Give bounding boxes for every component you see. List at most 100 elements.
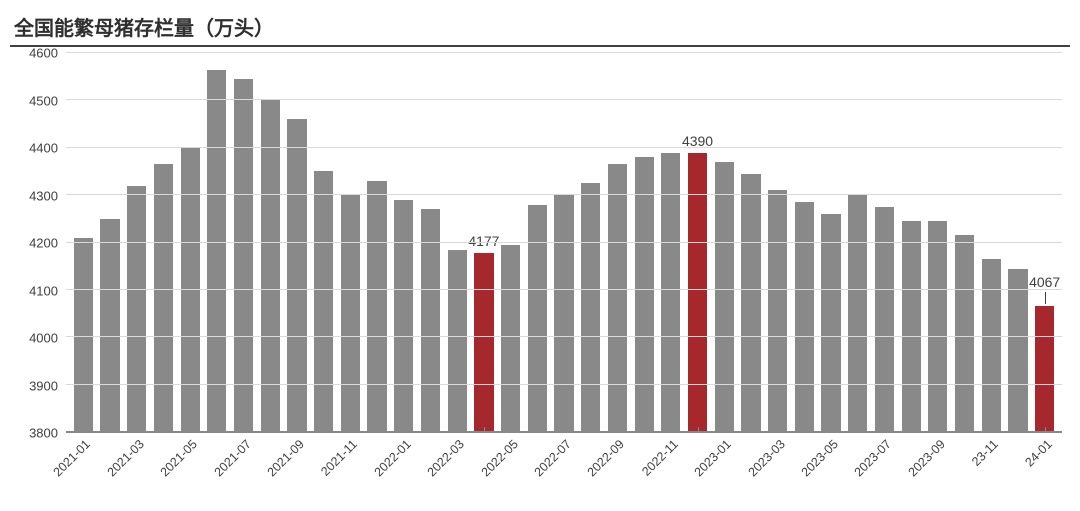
bar — [341, 195, 360, 432]
bar — [127, 186, 146, 432]
bar — [581, 183, 600, 432]
bar — [261, 100, 280, 432]
bar-slot — [337, 53, 364, 432]
bar-label-leader — [1045, 292, 1046, 304]
bar-slot — [444, 53, 471, 432]
bar-slot — [257, 53, 284, 432]
title-rule — [10, 45, 1070, 47]
y-tick-label: 4600 — [10, 46, 58, 61]
x-slot: 23-11 — [978, 433, 1005, 473]
x-slot: 2023-05 — [818, 433, 845, 473]
x-slot: 2021-11 — [337, 433, 364, 473]
bar-slot — [577, 53, 604, 432]
bar — [768, 190, 787, 432]
plot: 380039004000410042004300440045004600 417… — [10, 53, 1070, 473]
x-slot: 2022-01 — [390, 433, 417, 473]
x-tick-mark — [511, 427, 512, 433]
x-tick-mark — [1018, 427, 1019, 433]
bar-slot — [925, 53, 952, 432]
bar — [821, 214, 840, 432]
gridline — [66, 147, 1062, 148]
chart-title: 全国能繁母猪存栏量（万头） — [10, 8, 1070, 45]
x-tick-mark — [83, 427, 84, 433]
bar — [154, 164, 173, 432]
y-tick-label: 4100 — [10, 283, 58, 298]
bar-slot — [764, 53, 791, 432]
bar — [795, 202, 814, 432]
bar — [314, 171, 333, 432]
x-labels: 2021-012021-032021-052021-072021-092021-… — [66, 433, 1062, 473]
bar — [528, 205, 547, 432]
bar-slot — [898, 53, 925, 432]
gridline — [66, 194, 1062, 195]
bar-slot — [791, 53, 818, 432]
x-slot: 2021-01 — [70, 433, 97, 473]
bar — [848, 195, 867, 432]
x-slot: 2022-11 — [657, 433, 684, 473]
x-slot: 2023-09 — [925, 433, 952, 473]
x-tick-mark — [564, 427, 565, 433]
x-tick-mark — [884, 427, 885, 433]
x-tick-mark — [190, 427, 191, 433]
bar — [421, 209, 440, 432]
bar — [608, 164, 627, 432]
y-axis: 380039004000410042004300440045004600 — [10, 53, 66, 473]
chart-container: 全国能繁母猪存栏量（万头） 38003900400041004200430044… — [0, 0, 1080, 511]
bar — [474, 253, 493, 432]
y-tick-label: 4200 — [10, 236, 58, 251]
bar — [74, 238, 93, 432]
x-tick-mark — [404, 427, 405, 433]
gridline — [66, 384, 1062, 385]
y-tick-label: 3900 — [10, 378, 58, 393]
x-tick-mark — [965, 427, 966, 433]
bar-slot — [497, 53, 524, 432]
x-tick-mark — [430, 427, 431, 433]
bar-slot — [417, 53, 444, 432]
bar-slot — [284, 53, 311, 432]
bar-slot — [951, 53, 978, 432]
x-slot: 2022-09 — [604, 433, 631, 473]
x-tick-mark — [911, 427, 912, 433]
bar-slot — [123, 53, 150, 432]
x-tick-mark — [938, 427, 939, 433]
x-tick-mark — [163, 427, 164, 433]
x-tick-mark — [537, 427, 538, 433]
bar-slot — [310, 53, 337, 432]
bar — [207, 70, 226, 432]
bar-slot: 4067 — [1031, 53, 1058, 432]
gridline — [66, 52, 1062, 53]
x-tick-mark — [324, 427, 325, 433]
bar — [1008, 269, 1027, 432]
x-tick-mark — [724, 427, 725, 433]
x-tick-mark — [991, 427, 992, 433]
bar-slot — [1005, 53, 1032, 432]
bar-slot: 4177 — [471, 53, 498, 432]
bar-slot — [818, 53, 845, 432]
x-tick-mark — [644, 427, 645, 433]
bar-slot — [177, 53, 204, 432]
bar — [902, 221, 921, 432]
bar — [287, 119, 306, 432]
bar — [741, 174, 760, 432]
x-tick-mark — [831, 427, 832, 433]
bar-slot — [631, 53, 658, 432]
bar — [501, 245, 520, 432]
x-slot: 2021-09 — [284, 433, 311, 473]
x-tick-mark — [217, 427, 218, 433]
bar-slot — [230, 53, 257, 432]
x-tick-mark — [804, 427, 805, 433]
x-tick-mark — [297, 427, 298, 433]
x-tick-mark — [244, 427, 245, 433]
y-tick-label: 4000 — [10, 331, 58, 346]
x-tick-mark — [377, 427, 378, 433]
bar-slot — [524, 53, 551, 432]
bar-slot — [204, 53, 231, 432]
bar — [100, 219, 119, 432]
bar-slot — [711, 53, 738, 432]
bar-slot — [978, 53, 1005, 432]
x-tick-mark — [751, 427, 752, 433]
x-tick-mark — [137, 427, 138, 433]
x-tick-mark — [270, 427, 271, 433]
bar — [1035, 306, 1054, 432]
bar — [554, 195, 573, 432]
